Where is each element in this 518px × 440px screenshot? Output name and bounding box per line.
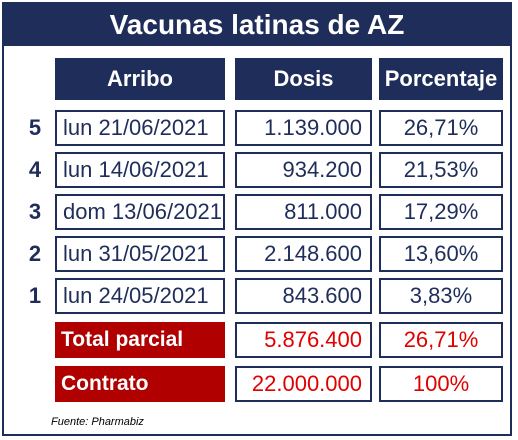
header-dosis: Dosis: [235, 58, 372, 100]
table-row: 3 dom 13/06/2021 811.000 17,29%: [4, 194, 510, 230]
cell-arribo: dom 13/06/2021: [55, 194, 225, 230]
cell-dosis: 843.600: [235, 278, 372, 314]
row-rank: 2: [28, 241, 42, 266]
total-parcial-dosis: 5.876.400: [235, 322, 372, 358]
cell-porcentaje: 17,29%: [379, 194, 503, 230]
contrato-porcentaje: 100%: [379, 366, 503, 402]
header-porcentaje: Porcentaje: [379, 58, 503, 100]
row-rank: 4: [28, 157, 42, 182]
total-parcial-porcentaje: 26,71%: [379, 322, 503, 358]
contrato-row: Contrato 22.000.000 100%: [4, 366, 510, 402]
row-rank: 1: [28, 283, 42, 308]
row-rank: 3: [28, 199, 42, 224]
cell-porcentaje: 13,60%: [379, 236, 503, 272]
header-arribo: Arribo: [55, 58, 225, 100]
contrato-dosis: 22.000.000: [235, 366, 372, 402]
table-row: 5 lun 21/06/2021 1.139.000 26,71%: [4, 110, 510, 146]
cell-arribo: lun 21/06/2021: [55, 110, 225, 146]
contrato-label: Contrato: [55, 366, 225, 402]
cell-porcentaje: 26,71%: [379, 110, 503, 146]
table-title: Vacunas latinas de AZ: [4, 4, 510, 46]
table-frame: Vacunas latinas de AZ Arribo Dosis Porce…: [2, 2, 512, 436]
cell-arribo: lun 31/05/2021: [55, 236, 225, 272]
cell-dosis: 2.148.600: [235, 236, 372, 272]
cell-dosis: 934.200: [235, 152, 372, 188]
row-rank: 5: [28, 115, 42, 140]
total-parcial-label: Total parcial: [55, 322, 225, 358]
source-note: Fuente: Pharmabiz: [51, 416, 144, 428]
cell-porcentaje: 3,83%: [379, 278, 503, 314]
cell-arribo: lun 14/06/2021: [55, 152, 225, 188]
table-row: 1 lun 24/05/2021 843.600 3,83%: [4, 278, 510, 314]
cell-dosis: 1.139.000: [235, 110, 372, 146]
table-row: 2 lun 31/05/2021 2.148.600 13,60%: [4, 236, 510, 272]
cell-porcentaje: 21,53%: [379, 152, 503, 188]
table-row: 4 lun 14/06/2021 934.200 21,53%: [4, 152, 510, 188]
cell-dosis: 811.000: [235, 194, 372, 230]
cell-arribo: lun 24/05/2021: [55, 278, 225, 314]
total-parcial-row: Total parcial 5.876.400 26,71%: [4, 322, 510, 358]
